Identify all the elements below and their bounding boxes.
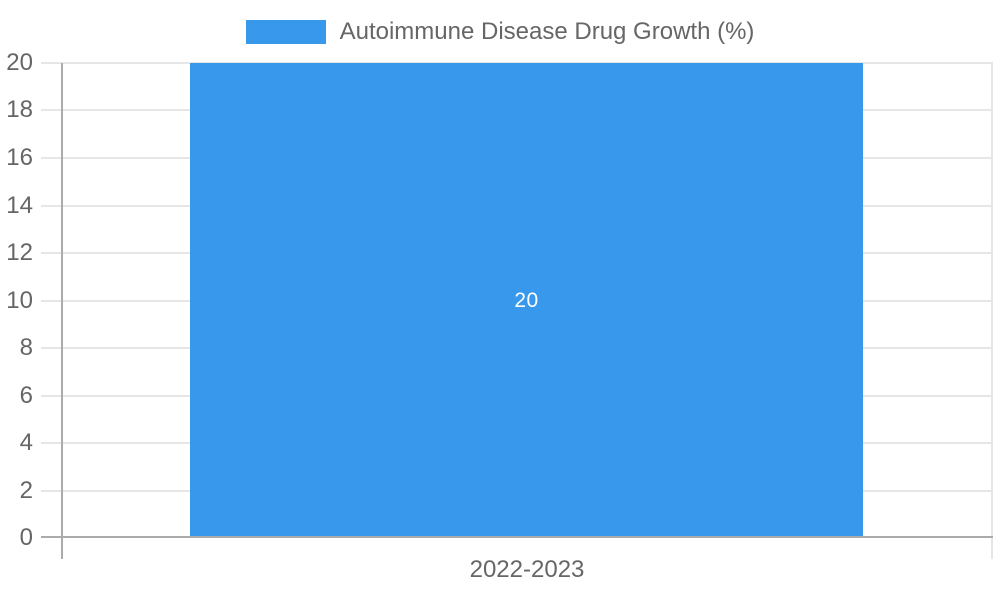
legend-swatch [245, 20, 326, 44]
y-tick-label-18: 18 [6, 96, 33, 123]
y-tick-label-6: 6 [19, 382, 33, 409]
y-tick-label-20: 20 [6, 49, 33, 76]
y-tick-label-14: 14 [6, 192, 33, 219]
x-axis-category-label: 2022-2023 [469, 556, 585, 583]
bar-value-label: 20 [514, 288, 539, 312]
y-tick-label-2: 2 [19, 477, 33, 504]
y-tick-label-4: 4 [19, 429, 33, 456]
plot-right-border [991, 63, 993, 559]
y-tick-label-0: 0 [19, 524, 33, 551]
plot-area: 20 [41, 62, 993, 559]
y-tick-label-10: 10 [6, 287, 33, 314]
y-axis-tick-labels: 0 2 4 6 8 10 12 14 16 18 20 [0, 51, 33, 550]
y-tick-label-12: 12 [6, 239, 33, 266]
x-axis-line [41, 536, 993, 538]
legend-label: Autoimmune Disease Drug Growth (%) [339, 18, 755, 45]
y-tick-label-16: 16 [6, 144, 33, 171]
bar-2022-2023[interactable]: 20 [190, 63, 863, 538]
y-tick-label-8: 8 [19, 334, 33, 361]
y-axis-line [61, 63, 63, 559]
legend-item[interactable]: Autoimmune Disease Drug Growth (%) [0, 18, 1000, 46]
